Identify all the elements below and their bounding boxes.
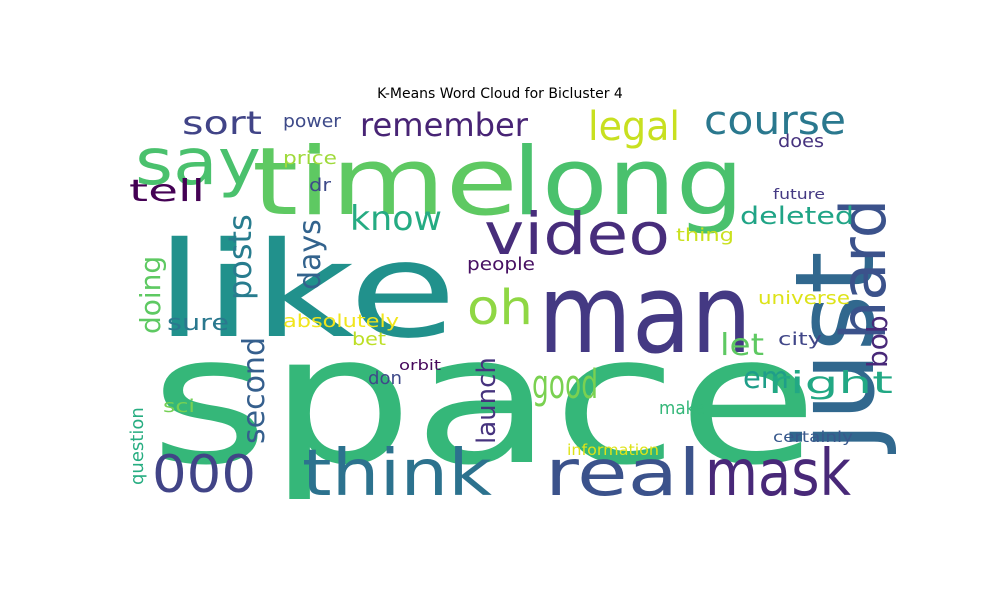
word-city: city [778, 329, 822, 350]
word-make: make [659, 398, 705, 419]
word-long: long [512, 128, 744, 237]
word-bet: bet [352, 329, 386, 350]
word-like: like [155, 214, 457, 368]
word-question: question [127, 407, 148, 485]
word-remember: remember [360, 106, 529, 144]
word-just: just [771, 251, 899, 454]
word-sure: sure [167, 311, 229, 336]
chart-title: K-Means Word Cloud for Bicluster 4 [377, 86, 623, 102]
word-course: course [704, 98, 846, 144]
word-orbit: orbit [399, 358, 442, 374]
word-right: right [768, 366, 893, 401]
word-don: don [368, 368, 402, 389]
word-real: real [545, 437, 701, 511]
word-know: know [350, 199, 442, 239]
word-second: second [237, 337, 272, 444]
word-people: people [467, 254, 535, 275]
word-think: think [302, 437, 492, 511]
word-information: information [567, 441, 659, 459]
word-launch: launch [472, 357, 502, 444]
word-let: let [720, 328, 764, 363]
word-sci: sci [163, 396, 195, 417]
word-posts: posts [221, 214, 259, 300]
word-dr: dr [309, 175, 332, 196]
word-thing: thing [676, 225, 734, 246]
word-oh: oh [467, 280, 533, 336]
word-deleted: deleted [740, 202, 854, 230]
word-time: time [252, 128, 518, 237]
word-price: price [283, 148, 337, 169]
word-000: 000 [152, 445, 256, 505]
word-hard: hard [827, 199, 900, 340]
word-future: future [773, 187, 825, 203]
word-sort: sort [182, 104, 262, 142]
word-mask: mask [705, 437, 851, 511]
word-man: man [538, 250, 752, 378]
word-legal: legal [588, 104, 680, 150]
word-say: say [135, 126, 261, 200]
word-space: space [150, 297, 818, 504]
word-does: does [778, 131, 824, 152]
word-doing: doing [134, 256, 167, 334]
word-tell: tell [129, 174, 205, 209]
word-video: video [484, 200, 670, 268]
word-good: good [532, 362, 598, 408]
word-days: days [293, 219, 328, 290]
word-certainly: certainly [773, 428, 853, 446]
word-absolutely: absolutely [283, 311, 399, 332]
word-power: power [283, 111, 342, 132]
word-bob: bob [861, 315, 894, 368]
word-universe: universe [758, 288, 850, 309]
word-em: em [743, 361, 789, 396]
